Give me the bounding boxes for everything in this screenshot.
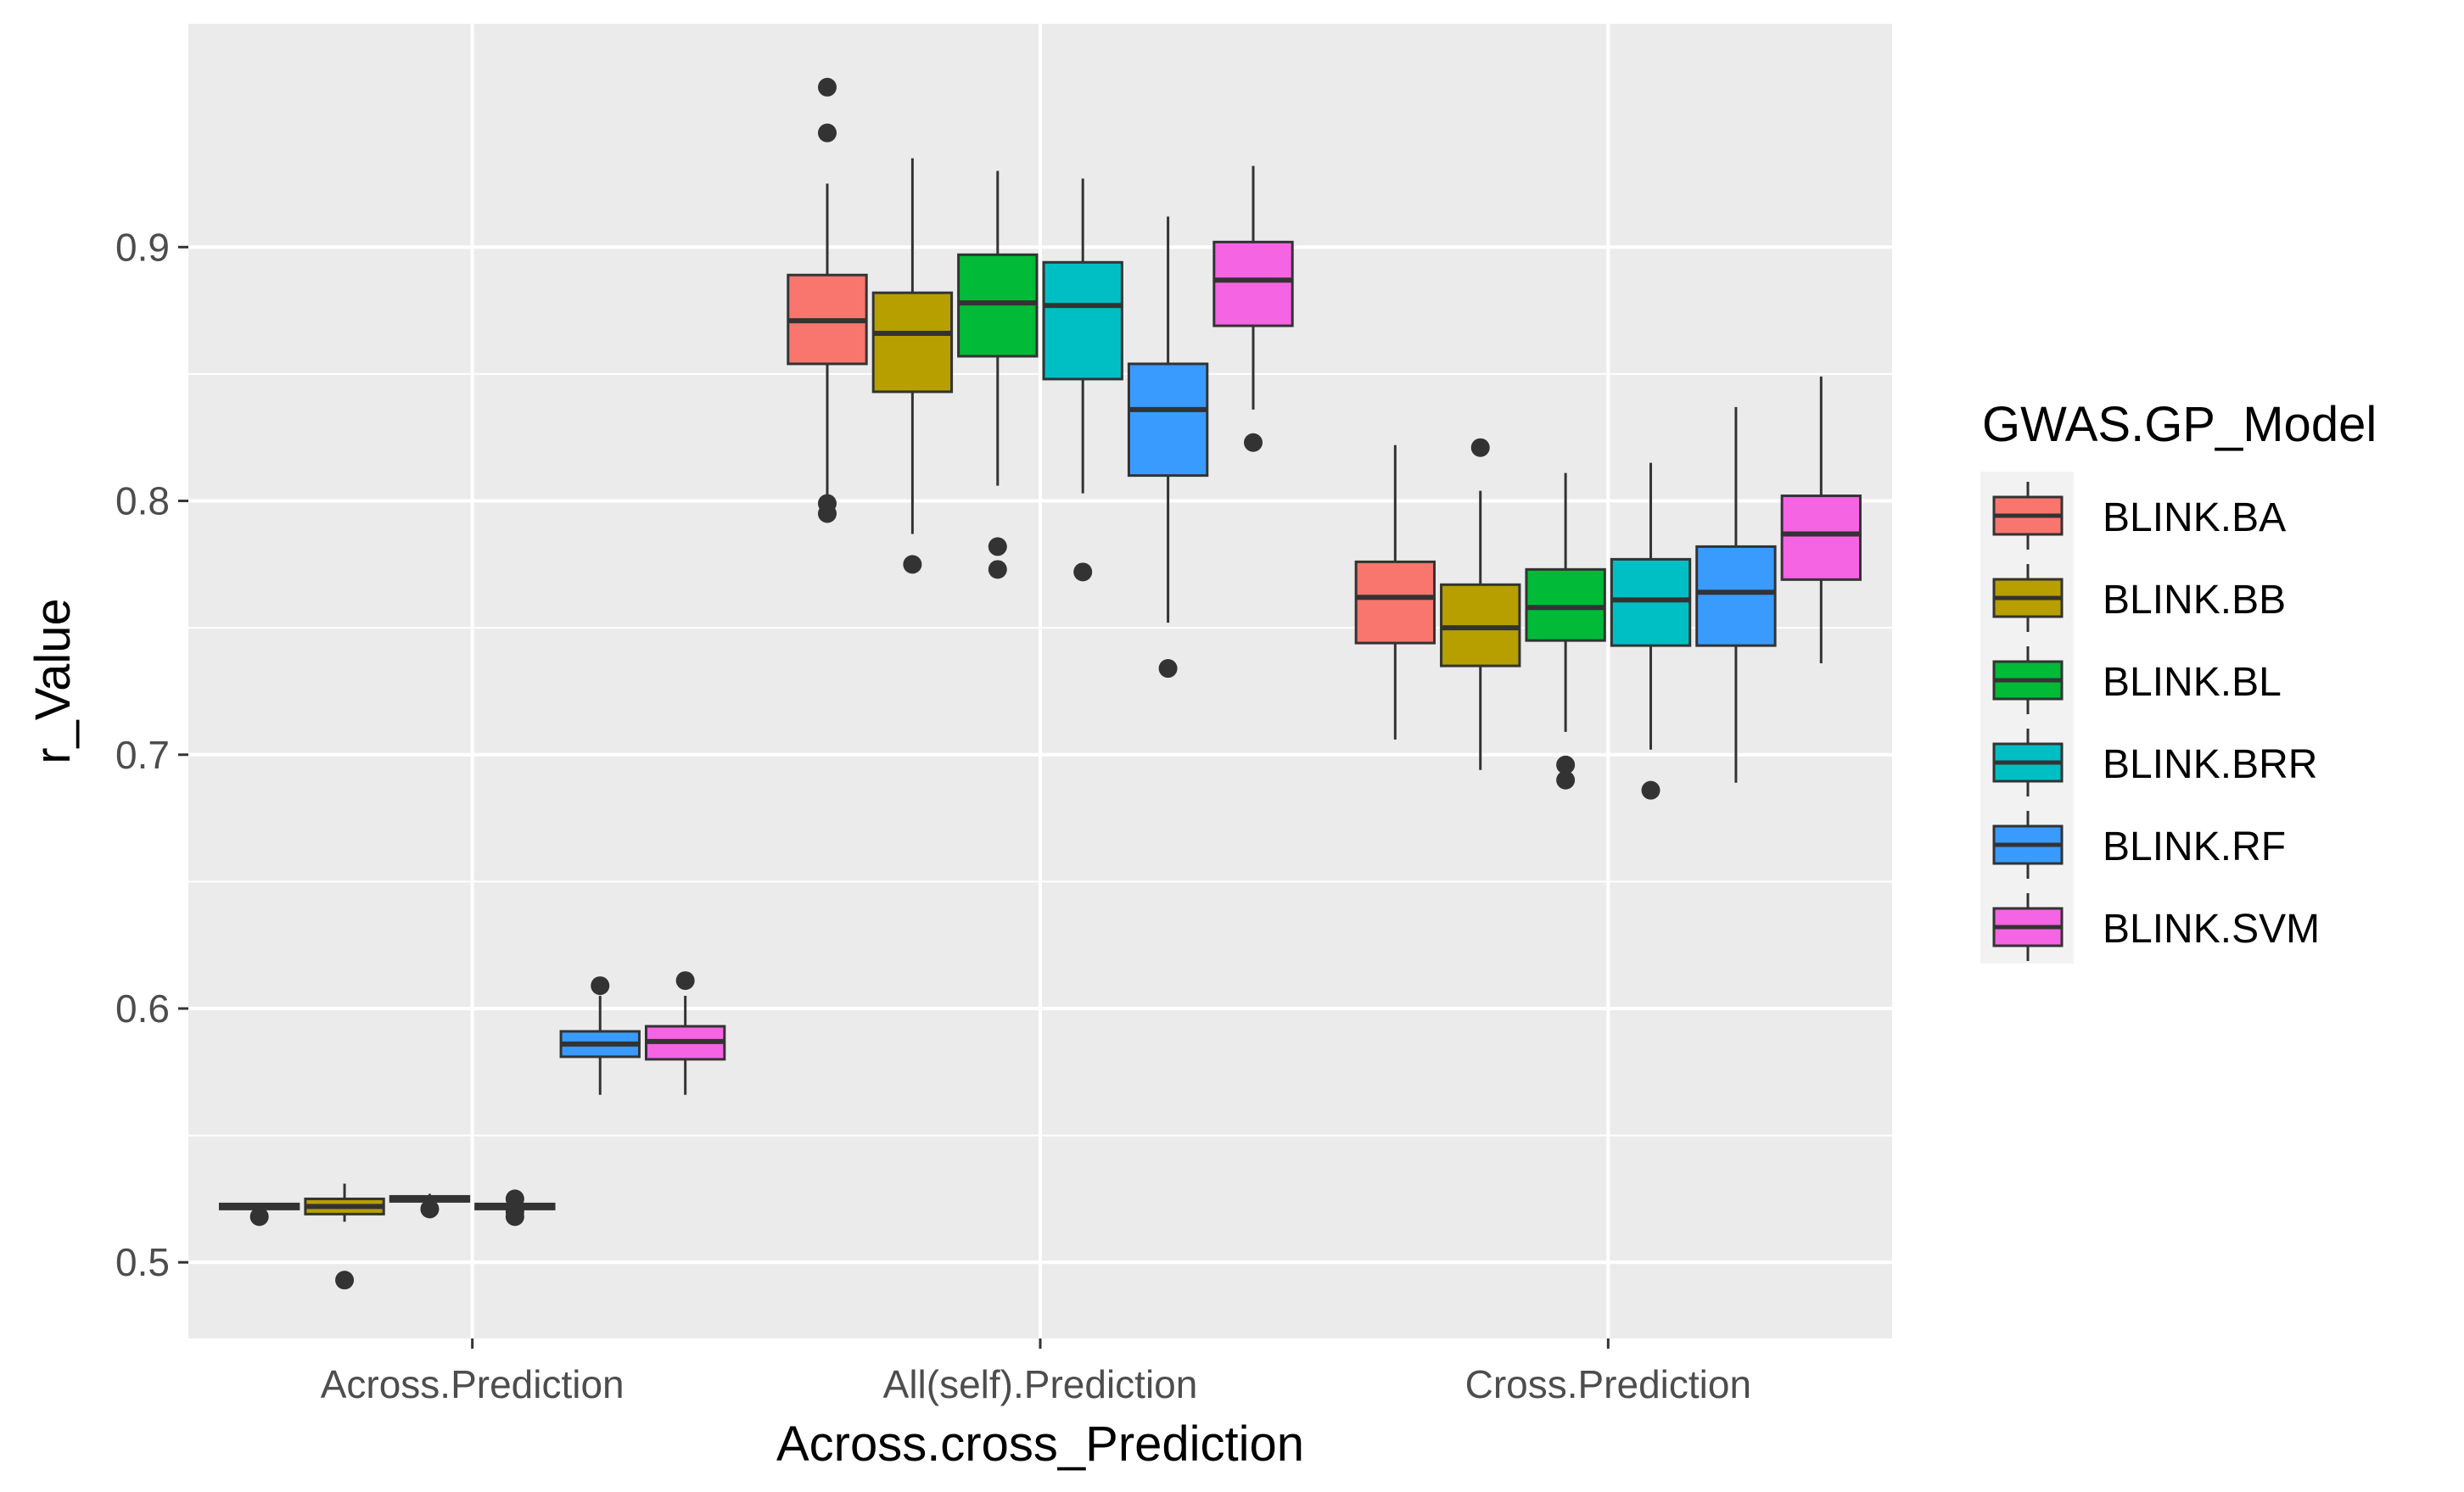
box-iqr xyxy=(1695,545,1777,647)
legend-title: GWAS.GP_Model xyxy=(1982,397,2377,452)
box-BLINK.RF-All(self).Prediction xyxy=(1127,216,1209,679)
box-BLINK.BRR-Across.Prediction xyxy=(474,1189,556,1227)
outlier-point xyxy=(988,560,1007,579)
outlier-point xyxy=(1556,755,1576,774)
x-axis-ticks: Across.Prediction All(self).Prediction Cro… xyxy=(321,1338,1751,1406)
box-iqr xyxy=(1354,560,1436,645)
box-BLINK.BA-Across.Prediction xyxy=(218,1202,300,1227)
box-BLINK.BL-All(self).Prediction xyxy=(957,170,1039,579)
outlier-point xyxy=(818,123,837,142)
legend-label: BLINK.BB xyxy=(2103,578,2286,623)
box-iqr xyxy=(1780,495,1862,581)
legend-label: BLINK.SVM xyxy=(2103,907,2320,952)
box-BLINK.RF-Cross.Prediction xyxy=(1695,406,1777,783)
outlier-point xyxy=(1470,438,1490,457)
y-tick-label: 0.9 xyxy=(115,225,170,269)
outlier-point xyxy=(335,1271,355,1290)
legend-label: BLINK.BRR xyxy=(2103,742,2317,787)
box-BLINK.BL-Across.Prediction xyxy=(389,1193,471,1219)
box-BLINK.BL-Cross.Prediction xyxy=(1525,472,1606,790)
box-BLINK.SVM-Cross.Prediction xyxy=(1780,376,1862,664)
y-tick-label: 0.6 xyxy=(115,986,170,1031)
box-BLINK.BB-All(self).Prediction xyxy=(871,158,954,574)
outlier-point xyxy=(591,976,610,996)
outlier-point xyxy=(420,1199,440,1219)
box-iqr xyxy=(1212,240,1294,327)
outlier-point xyxy=(818,504,837,523)
outlier-point xyxy=(903,555,922,574)
box-BLINK.BB-Across.Prediction xyxy=(304,1183,385,1290)
box-BLINK.BB-Cross.Prediction xyxy=(1440,438,1521,770)
box-BLINK.BA-All(self).Prediction xyxy=(787,77,868,523)
box-BLINK.RF-Across.Prediction xyxy=(559,976,641,1095)
legend-label: BLINK.BL xyxy=(2103,660,2282,705)
y-axis-ticks: 0.5 0.6 0.7 0.8 0.9 xyxy=(115,225,188,1284)
y-tick-label: 0.8 xyxy=(115,479,170,523)
outlier-point xyxy=(675,971,695,991)
y-tick-label: 0.7 xyxy=(115,733,170,777)
outlier-point xyxy=(1073,562,1093,582)
outlier-point xyxy=(1244,433,1263,452)
legend: GWAS.GP_Model BLINK.BA BLINK.BB BLINK.BL BL… xyxy=(1980,397,2377,964)
outlier-point xyxy=(1556,770,1576,790)
x-tick-label: Across.Prediction xyxy=(321,1362,624,1406)
box-BLINK.BA-Cross.Prediction xyxy=(1354,444,1436,740)
legend-label: BLINK.RF xyxy=(2103,824,2286,869)
x-axis-title: Across.cross_Prediction xyxy=(776,1417,1304,1472)
outlier-point xyxy=(1641,780,1660,800)
x-tick-label: Cross.Prediction xyxy=(1465,1362,1751,1406)
legend-key-background xyxy=(1980,472,2074,964)
outlier-point xyxy=(249,1207,269,1227)
x-tick-label: All(self).Prediction xyxy=(883,1362,1198,1406)
box-iqr xyxy=(1042,260,1123,381)
major-gridlines xyxy=(188,24,1892,1338)
box-iqr xyxy=(1127,362,1209,478)
legend-label: BLINK.BA xyxy=(2103,495,2286,540)
outlier-point xyxy=(818,77,837,97)
box-BLINK.BRR-All(self).Prediction xyxy=(1042,178,1123,582)
box-BLINK.SVM-All(self).Prediction xyxy=(1212,165,1294,452)
y-axis-title: r_Value xyxy=(25,598,81,764)
box-iqr xyxy=(871,291,954,394)
box-BLINK.SVM-Across.Prediction xyxy=(644,971,726,1095)
outlier-point xyxy=(505,1207,524,1227)
outlier-point xyxy=(988,537,1007,556)
outlier-point xyxy=(1158,659,1178,679)
box-layer xyxy=(218,77,1862,1290)
box-BLINK.BRR-Cross.Prediction xyxy=(1610,462,1692,800)
y-tick-label: 0.5 xyxy=(115,1240,170,1284)
